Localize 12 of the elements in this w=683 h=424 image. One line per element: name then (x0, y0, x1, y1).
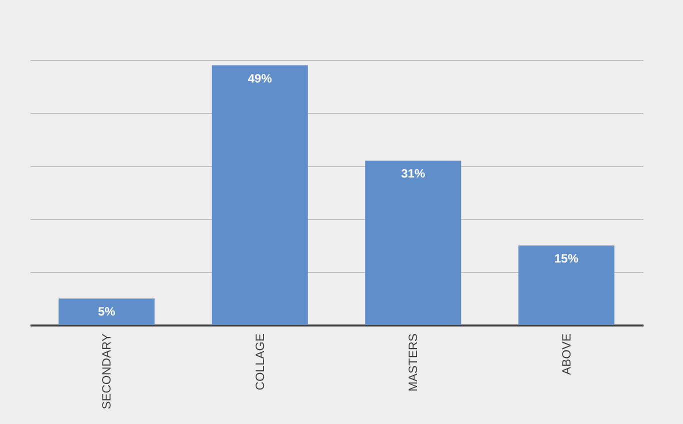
x-tick-label: MASTERS (406, 334, 420, 392)
data-label: 31% (401, 166, 426, 181)
x-tick-label: ABOVE (559, 334, 574, 375)
data-label: 5% (98, 304, 116, 318)
bar (212, 65, 308, 325)
data-label: 15% (554, 252, 579, 266)
x-tick-label: COLLAGE (252, 334, 267, 390)
bar (58, 298, 155, 325)
bar (365, 160, 462, 325)
bar (518, 246, 614, 325)
data-label: 49% (248, 71, 272, 86)
x-tick-label: SECONDARY (100, 334, 114, 410)
